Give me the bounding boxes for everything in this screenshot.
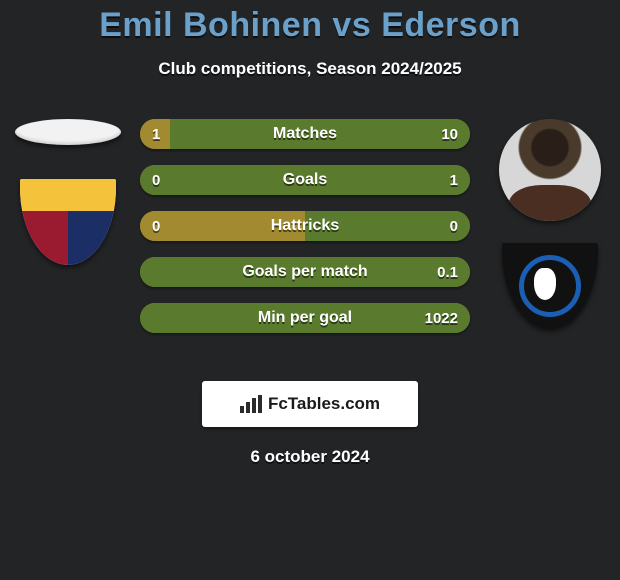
fctables-logo-icon [240,395,262,413]
stat-bar-row: Goals per match0.1 [140,257,470,287]
player-right-avatar [499,119,601,221]
stat-bar-row: Matches110 [140,119,470,149]
attribution-box: FcTables.com [202,381,418,427]
stat-bar-right-fill [305,211,470,241]
stat-bar-left-fill [140,211,305,241]
genoa-badge-icon [20,179,116,265]
stat-bar-left-fill [140,119,170,149]
player-right-column [490,119,610,329]
page-subtitle: Club competitions, Season 2024/2025 [0,59,620,79]
stat-bar-right-fill [170,119,470,149]
player-right-club-badge [502,243,598,329]
player-left-column [8,119,128,265]
stat-bar-row: Hattricks00 [140,211,470,241]
attribution-text: FcTables.com [268,394,380,414]
player-left-avatar [15,119,121,145]
stat-bar-right-fill [140,165,470,195]
comparison-stage: Matches110 Goals01 Hattricks00 Goals per ma… [0,119,620,369]
date-line: 6 october 2024 [0,447,620,467]
stat-bar-row: Goals01 [140,165,470,195]
player-left-club-badge [20,179,116,265]
stat-bar-right-fill [140,303,470,333]
stat-bar-row: Min per goal1022 [140,303,470,333]
page-title: Emil Bohinen vs Ederson [0,0,620,45]
stat-bars: Matches110 Goals01 Hattricks00 Goals per ma… [140,119,470,349]
stat-bar-right-fill [140,257,470,287]
atalanta-badge-icon [502,243,598,329]
